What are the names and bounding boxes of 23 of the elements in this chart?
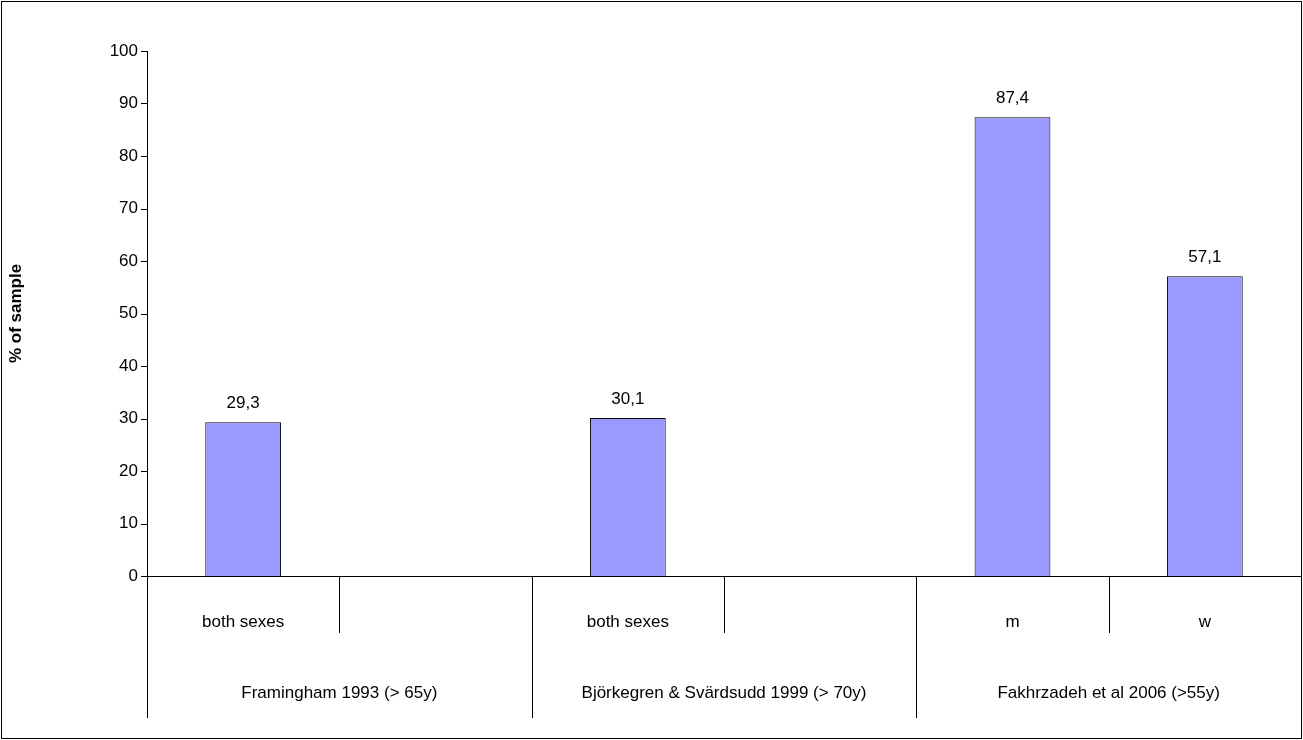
data-label: 57,1 [1188, 247, 1222, 267]
x-tick-label: both sexes [202, 611, 285, 631]
x-tick-label: both sexes [586, 611, 669, 631]
text: Björkegren & Svärdsudd 1999 (> 70y) [581, 682, 867, 702]
y-tick-label: 70 [119, 198, 138, 218]
y-tick-label: 10 [119, 513, 138, 533]
y-axis-title: % of sample [5, 263, 25, 364]
text: Fakhrzadeh et al 2006 (>55y) [997, 682, 1220, 702]
y-tick-label: 0 [128, 565, 138, 585]
y-tick-label: 80 [119, 145, 138, 165]
y-tick-label: 60 [119, 250, 138, 270]
text: Framingham 1993 (> 65y) [241, 682, 438, 702]
y-tick-label: 20 [119, 460, 138, 480]
y-tick-label: 40 [119, 355, 138, 375]
y-tick-label: 30 [119, 408, 138, 428]
data-label: 29,3 [226, 393, 260, 413]
data-label: 30,1 [611, 389, 645, 409]
x-tick-label: w [1197, 611, 1212, 631]
x-tick-label: m [1005, 611, 1020, 631]
y-tick-label: 100 [109, 40, 138, 60]
y-tick-label: 90 [119, 93, 138, 113]
y-tick-label: 50 [119, 303, 138, 323]
data-label: 87,4 [995, 88, 1030, 108]
